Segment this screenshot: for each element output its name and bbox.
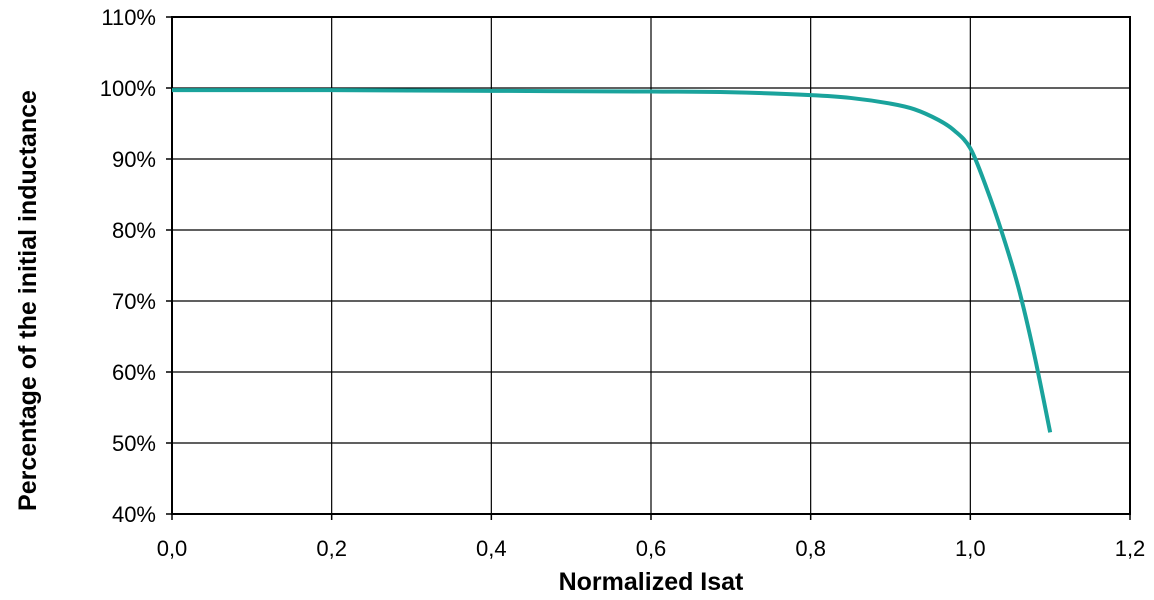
y-tick-label: 110%	[101, 5, 156, 30]
y-tick-label: 50%	[112, 431, 156, 456]
y-tick-label: 80%	[112, 218, 156, 243]
y-tick-label: 60%	[112, 360, 156, 385]
y-tick-label: 70%	[112, 289, 156, 314]
x-tick-label: 0,2	[316, 536, 347, 561]
series-line	[171, 88, 1053, 433]
y-tick-label: 100%	[100, 76, 156, 101]
x-tick-label: 1,2	[1115, 536, 1146, 561]
x-tick-label: 1,0	[955, 536, 986, 561]
grid-lines	[171, 16, 1131, 515]
x-axis-ticks: 0,0 0,2 0,4 0,6 0,8 1,0 1,2	[157, 514, 1146, 561]
x-tick-label: 0,4	[476, 536, 507, 561]
y-tick-label: 90%	[112, 147, 156, 172]
y-axis-ticks: 40% 50% 60% 70% 80% 90% 100% 110%	[100, 5, 172, 527]
y-tick-label: 40%	[112, 502, 156, 527]
x-tick-label: 0,6	[636, 536, 667, 561]
x-tick-label: 0,8	[795, 536, 826, 561]
series-layer	[171, 88, 1053, 433]
y-axis-title: Percentage of the initial inductance	[14, 90, 42, 511]
x-tick-label: 0,0	[157, 536, 188, 561]
x-axis-title: Normalized Isat	[559, 568, 744, 596]
